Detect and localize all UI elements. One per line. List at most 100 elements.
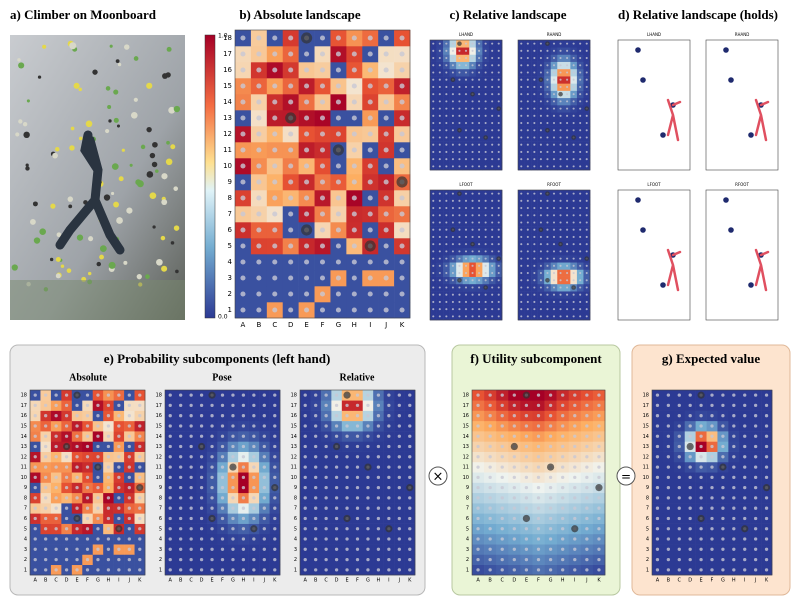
grid-hold bbox=[520, 250, 523, 253]
grid-hold bbox=[491, 100, 494, 103]
grid-hold bbox=[520, 257, 523, 260]
grid-hold bbox=[471, 221, 474, 224]
grid-hold bbox=[127, 485, 131, 490]
grid-hold bbox=[252, 547, 256, 551]
grid-hold bbox=[476, 527, 480, 531]
grid-hold bbox=[559, 42, 562, 45]
grid-hold bbox=[533, 315, 536, 318]
grid-hold bbox=[500, 506, 504, 510]
grid-hold bbox=[539, 143, 542, 146]
grid-hold bbox=[445, 293, 448, 296]
grid-hold bbox=[579, 272, 582, 275]
grid-hold bbox=[451, 221, 454, 224]
grid-hold bbox=[262, 455, 266, 459]
grid-hold bbox=[559, 192, 562, 195]
column-label: K bbox=[765, 578, 769, 584]
panel-title: a) Climber on Moonboard bbox=[10, 7, 157, 22]
grid-hold bbox=[168, 465, 172, 469]
grid-hold bbox=[585, 293, 588, 296]
grid-hold bbox=[33, 527, 37, 531]
row-label: 9 bbox=[228, 178, 232, 186]
grid-hold bbox=[127, 557, 131, 562]
grid-hold bbox=[314, 465, 318, 469]
grid-hold bbox=[397, 516, 401, 521]
grid-hold bbox=[497, 286, 500, 289]
grid-hold bbox=[64, 414, 69, 418]
grid-hold bbox=[476, 557, 480, 562]
grid-hold bbox=[451, 114, 454, 117]
grid-hold bbox=[559, 315, 562, 318]
grid-hold bbox=[526, 107, 529, 110]
grid-hold bbox=[179, 527, 183, 531]
photo-hold bbox=[69, 42, 77, 50]
grid-hold bbox=[512, 434, 516, 438]
grid-hold bbox=[552, 129, 556, 132]
grid-hold bbox=[106, 393, 111, 397]
grid-hold bbox=[273, 434, 277, 438]
row-label: 1 bbox=[24, 567, 27, 573]
grid-hold bbox=[533, 207, 536, 210]
grid-hold bbox=[743, 516, 747, 521]
grid-hold bbox=[189, 403, 193, 408]
grid-hold bbox=[262, 547, 266, 551]
grid-hold bbox=[387, 568, 391, 572]
grid-hold bbox=[387, 516, 391, 521]
grid-hold bbox=[106, 434, 111, 438]
grid-hold bbox=[445, 221, 448, 224]
grid-hold bbox=[445, 286, 448, 289]
grid-hold bbox=[179, 557, 183, 562]
grid-hold bbox=[566, 293, 569, 296]
grid-hold bbox=[585, 136, 588, 139]
grid-hold bbox=[566, 49, 569, 52]
grid-hold bbox=[387, 475, 391, 480]
grid-hold bbox=[471, 279, 474, 282]
grid-hold bbox=[376, 465, 381, 469]
grid-hold bbox=[464, 122, 468, 125]
used-hold bbox=[719, 463, 727, 471]
grid-hold bbox=[753, 393, 758, 397]
grid-hold bbox=[478, 293, 481, 296]
grid-hold bbox=[699, 485, 703, 490]
grid-hold bbox=[408, 568, 412, 572]
grid-hold bbox=[334, 393, 339, 397]
grid-hold bbox=[399, 51, 405, 57]
column-label: B bbox=[44, 578, 48, 584]
grid-hold bbox=[484, 71, 487, 74]
grid-hold bbox=[189, 465, 193, 469]
grid-hold bbox=[536, 537, 541, 541]
grid-hold bbox=[451, 235, 454, 238]
grid-hold bbox=[451, 207, 454, 210]
grid-hold bbox=[432, 192, 435, 195]
used-hold bbox=[457, 191, 462, 196]
column-label: B bbox=[488, 578, 492, 584]
grid-hold bbox=[399, 259, 405, 265]
photo-hold bbox=[73, 82, 80, 89]
grid-hold bbox=[33, 444, 37, 449]
grid-hold bbox=[488, 485, 492, 490]
grid-hold bbox=[552, 308, 556, 311]
grid-hold bbox=[526, 150, 529, 153]
grid-hold bbox=[355, 393, 360, 397]
grid-hold bbox=[524, 557, 529, 562]
grid-hold bbox=[64, 537, 69, 541]
grid-hold bbox=[303, 475, 307, 480]
grid-hold bbox=[220, 455, 225, 459]
photo-hold bbox=[78, 87, 82, 92]
grid-hold bbox=[376, 485, 381, 490]
grid-hold bbox=[256, 307, 262, 313]
grid-hold bbox=[272, 99, 278, 105]
grid-hold bbox=[533, 64, 536, 67]
operator: = bbox=[621, 470, 631, 484]
grid-hold bbox=[33, 485, 37, 490]
grid-hold bbox=[520, 136, 523, 139]
grid-hold bbox=[471, 315, 474, 318]
grid-hold bbox=[533, 93, 536, 96]
grid-hold bbox=[399, 99, 405, 105]
grid-hold bbox=[533, 114, 536, 117]
grid-hold bbox=[432, 42, 435, 45]
grid-hold bbox=[512, 496, 516, 500]
grid-hold bbox=[240, 243, 246, 249]
grid-hold bbox=[491, 85, 494, 88]
grid-hold bbox=[471, 207, 474, 210]
grid-hold bbox=[500, 485, 504, 490]
